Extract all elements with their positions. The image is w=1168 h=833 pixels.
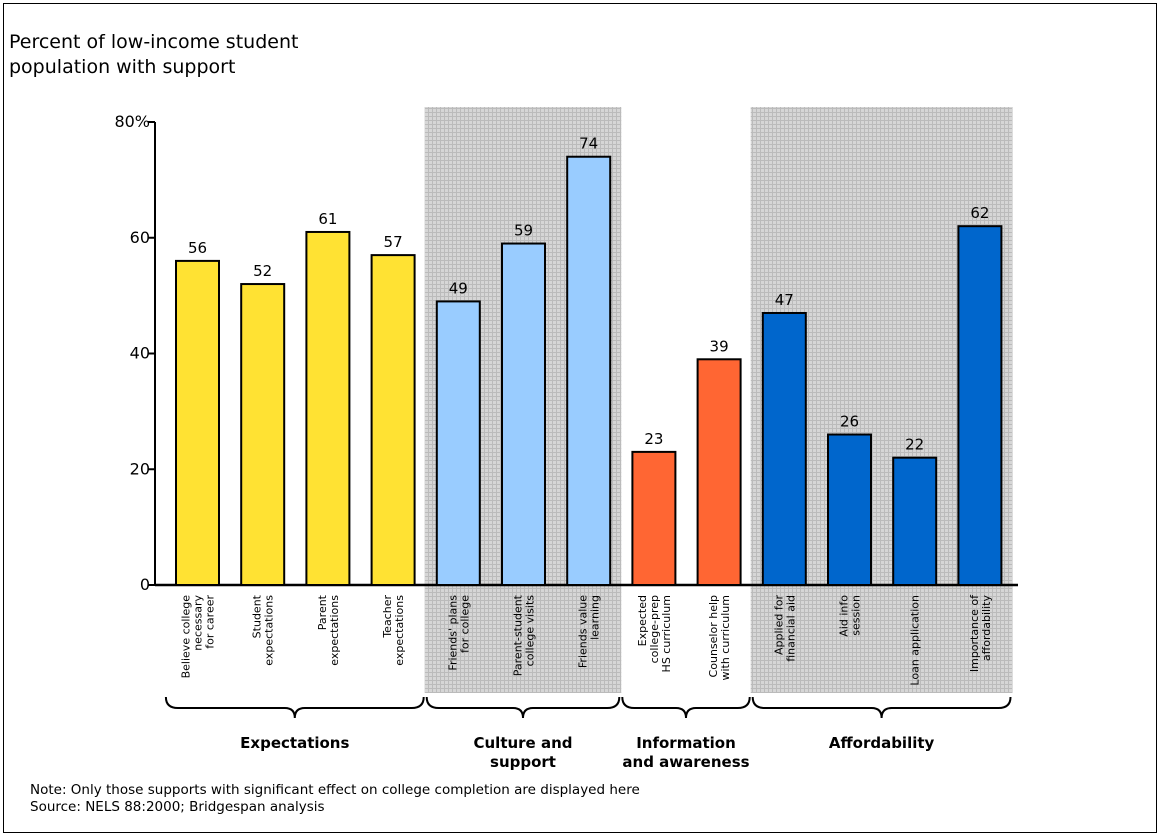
x-tick-label: Counselor help with curriculum [707,595,732,681]
x-tick-label: Teacher expectations [381,595,406,666]
x-tick-label: Aid info session [838,595,863,637]
bar [240,283,286,586]
x-tick-label-line: Friends' plans [446,595,459,671]
group-label: Affordability [829,734,935,752]
bar [892,456,938,586]
x-tick-label-line: Parent [316,594,329,630]
bar-value-label: 22 [905,436,924,454]
x-tick-label-line: HS curriculum [660,595,673,672]
x-tick-label: Friends' plans for college [446,595,471,671]
x-tick-label-line: Counselor help [707,595,720,677]
x-tick-label-line: session [850,595,863,636]
x-tick-label-line: for career [204,595,217,649]
group-brace [164,696,425,719]
bar-value-label: 57 [384,233,403,251]
x-tick-label: Parent-student college visits [512,594,537,676]
x-tick-label-line: financial aid [784,595,797,662]
bar [761,311,807,586]
x-tick-label-line: Importance of [968,594,981,672]
group-brace [425,696,621,719]
x-tick-label-line: learning [589,595,602,640]
x-axis-labels: Believe college necessary for career Studen… [180,594,993,686]
bar-value-label: 74 [579,135,598,153]
bar [370,254,416,587]
y-axis-title: Percent of low-income student population… [9,31,299,78]
x-tick-label-line: expectations [393,595,406,666]
x-tick-label-line: Friends value [577,595,590,668]
group-label: Culture and [473,734,572,752]
bar [957,225,1003,587]
x-tick-label: Student expectations [251,594,276,665]
bar [501,242,546,586]
bar-value-label: 23 [644,430,663,448]
bar-value-label: 47 [775,291,794,309]
y-tick-label: 20 [130,459,150,478]
bar-value-label: 59 [514,222,533,240]
group-brace [621,696,751,719]
bar-value-label: 49 [449,279,468,297]
group-label: and awareness [622,753,749,771]
x-tick-label-line: Aid info [838,595,851,637]
x-tick-label-line: college visits [524,595,537,667]
bar [696,358,742,586]
bar [827,433,872,586]
bar [566,155,612,586]
bar-value-label: 26 [840,413,859,431]
x-tick-label: Believe college necessary for career [180,595,217,679]
bar-value-label: 52 [253,262,272,280]
x-tick-label-line: expectations [263,595,276,666]
group-label: support [490,753,556,771]
x-tick-label: Parent expectations [316,594,341,665]
x-tick-label-line: college-prep [648,595,661,663]
group-label: Expectations [240,734,349,752]
y-tick-label: 80% [114,112,150,131]
x-tick-label: Expected college-prep HS curriculum [636,595,673,672]
x-tick-label-line: Teacher [381,595,394,639]
x-tick-label: Applied for financial aid [772,595,797,662]
x-tick-label-line: Believe college [180,595,193,679]
group-label: Information [636,734,736,752]
x-tick-label-line: Applied for [772,595,785,655]
bar-value-label: 39 [710,337,729,355]
y-tick-label: 40 [130,344,150,363]
x-tick-label-line: for college [458,595,471,653]
bar [175,259,220,586]
x-tick-label-line: Parent-student [512,594,525,676]
x-tick-label-line: expectations [328,595,341,666]
x-tick-label-line: with curriculum [719,595,732,681]
x-tick-label-line: necessary [192,595,205,651]
bar [631,450,677,587]
bar-value-label: 61 [318,210,337,228]
bar [305,230,351,586]
footer-note: Note: Only those supports with significa… [30,782,640,798]
bar [435,300,481,586]
y-tick-label: 60 [130,228,150,247]
x-tick-label-line: affordability [980,595,993,662]
x-tick-label: Loan application [909,595,922,686]
x-tick-label: Importance of affordability [968,594,993,672]
footer-source: Source: NELS 88:2000; Bridgespan analysi… [30,799,325,815]
bars: 56 52 61 57 49 59 74 23 39 47 26 22 62 [175,135,1003,587]
x-tick-label-line: Student [251,594,264,638]
bar-value-label: 62 [970,204,989,222]
group-brace [751,696,1012,719]
bar-value-label: 56 [188,239,207,257]
x-tick-label-line: Expected [636,595,649,646]
x-tick-label-line: Loan application [909,595,922,686]
x-tick-label: Friends value learning [577,595,602,668]
y-tick-label: 0 [140,575,150,594]
